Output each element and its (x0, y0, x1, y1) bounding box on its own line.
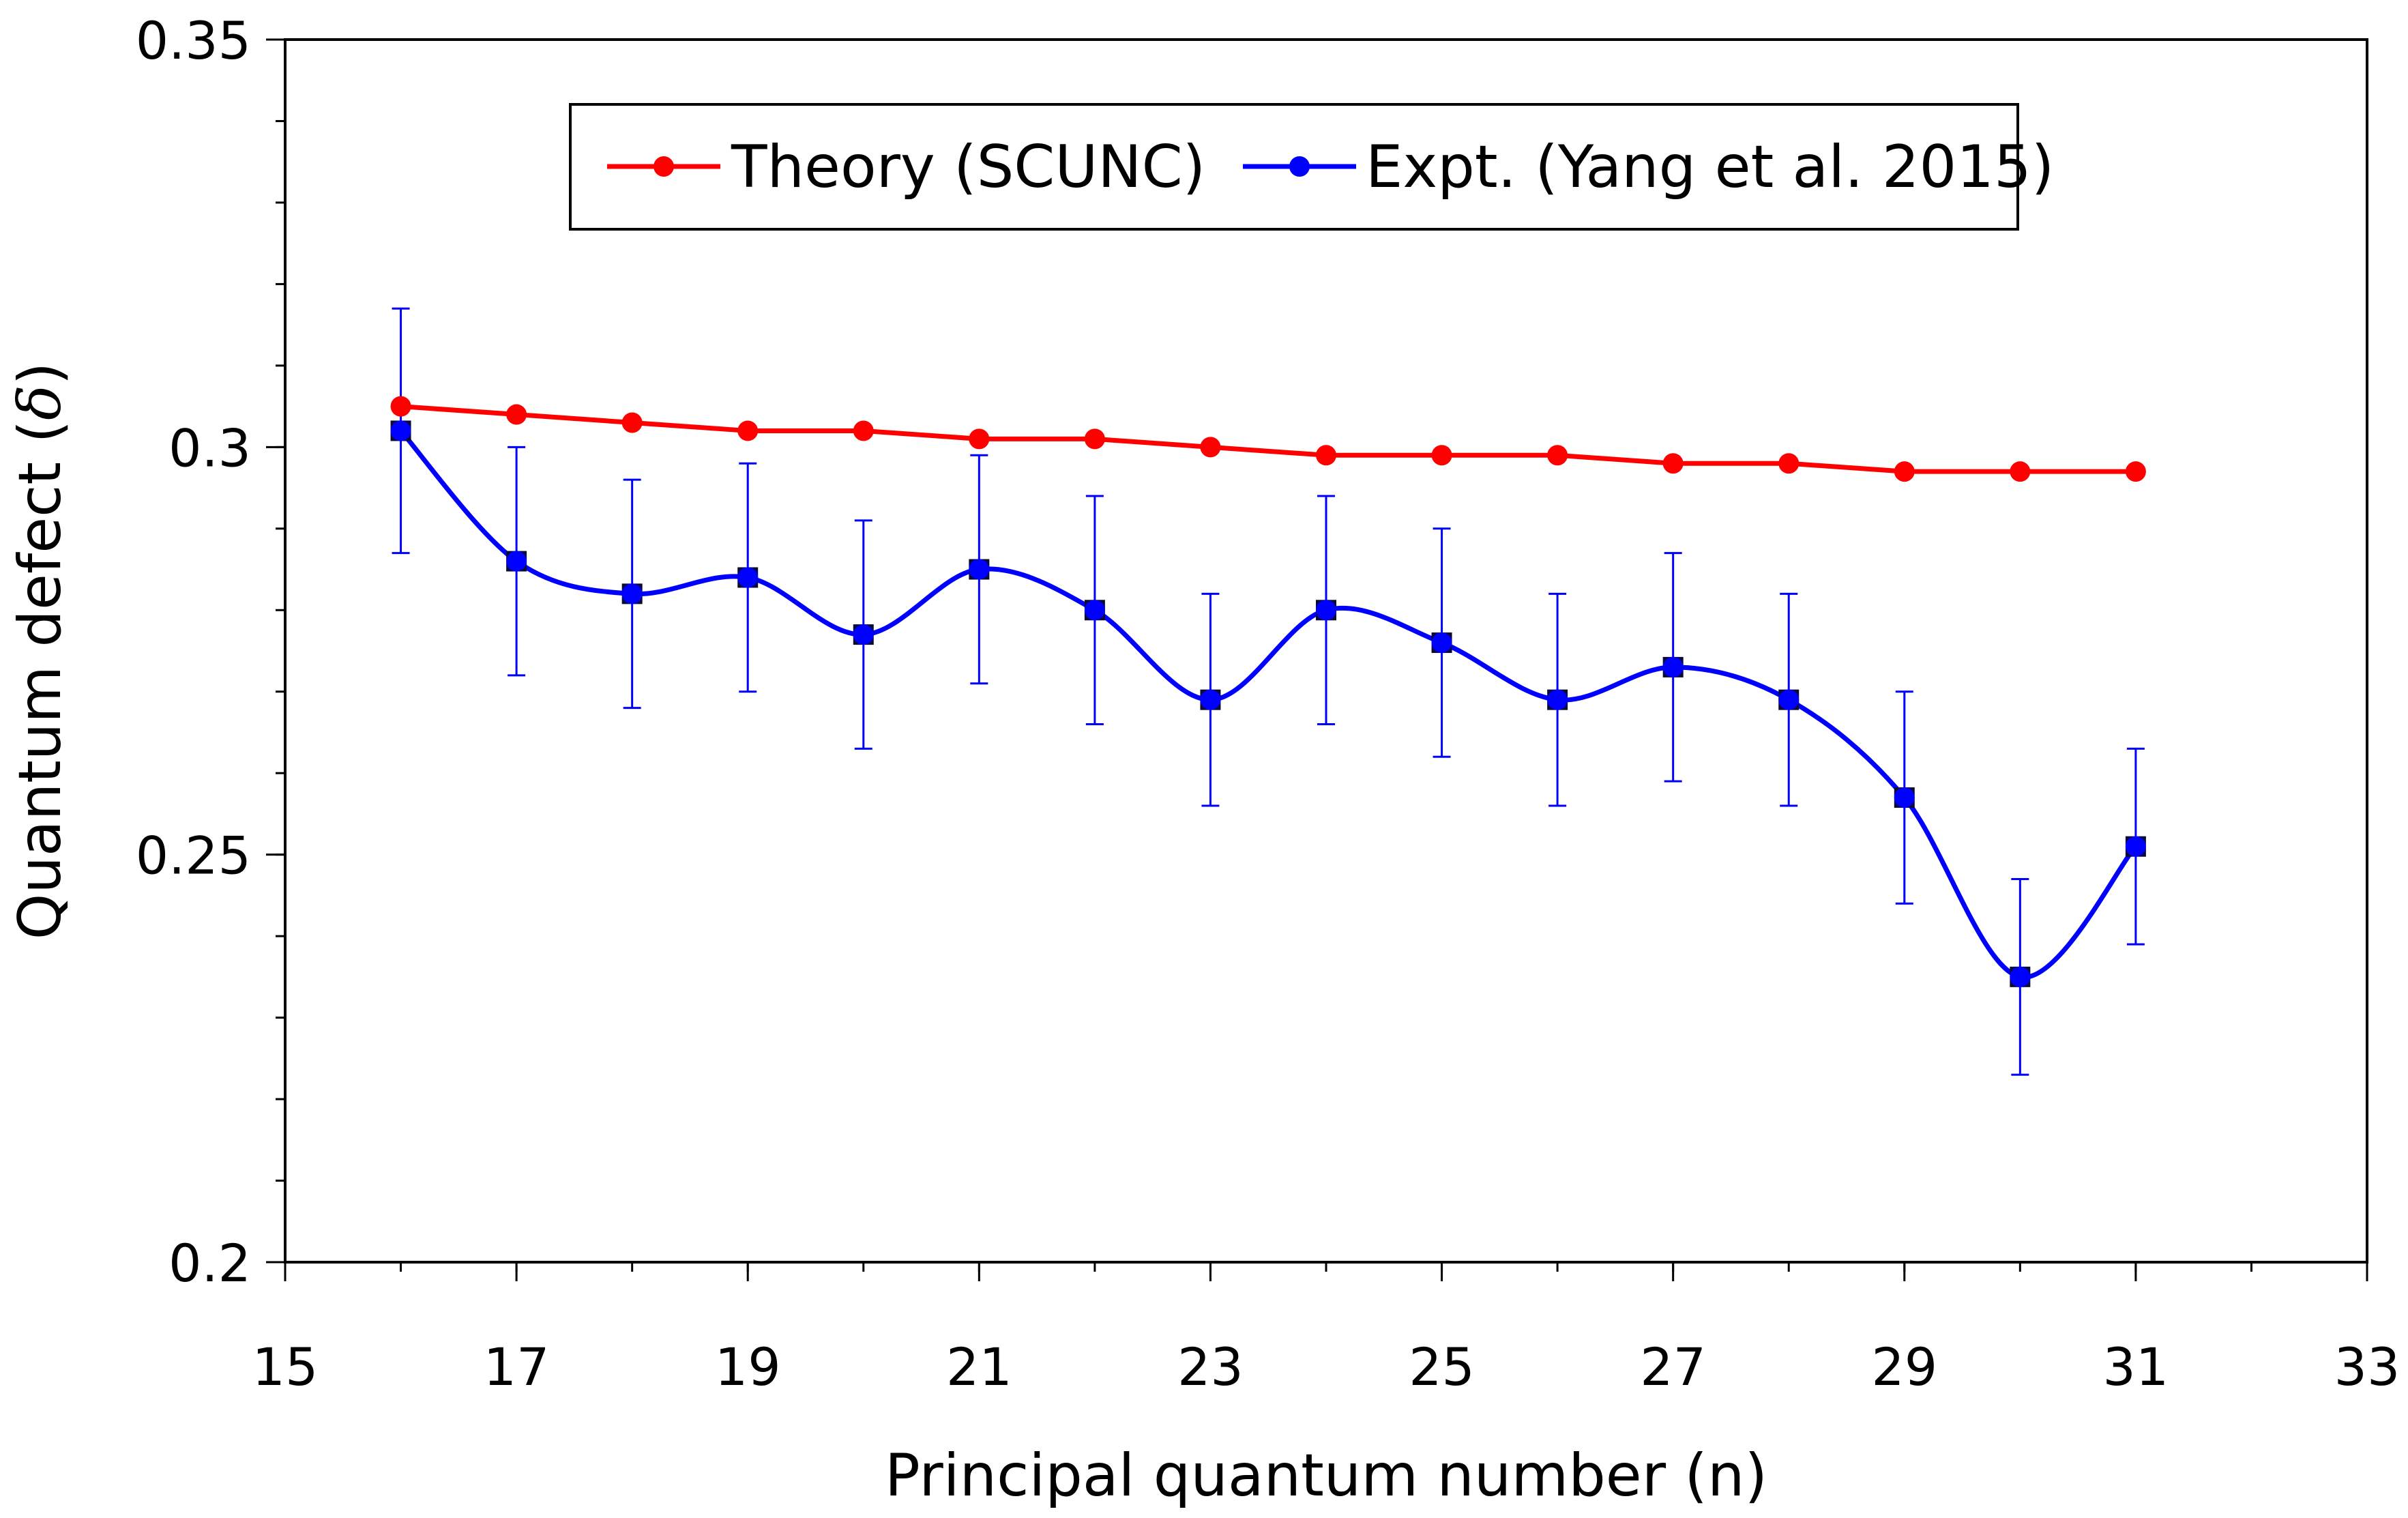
data-point (621, 583, 643, 604)
data-point (853, 420, 874, 441)
x-tick-label: 21 (946, 1337, 1012, 1397)
data-point (1662, 453, 1684, 474)
data-point (1547, 445, 1568, 466)
data-point (969, 559, 990, 580)
data-point (506, 404, 527, 425)
data-point (1894, 461, 1915, 482)
x-axis-title: Principal quantum number (n) (885, 1442, 1767, 1510)
data-point (737, 420, 759, 441)
data-point (1316, 600, 1336, 621)
x-tick-label: 27 (1640, 1337, 1706, 1397)
legend-box (569, 103, 2019, 231)
data-point (1662, 656, 1684, 677)
x-tick-label: 29 (1871, 1337, 1937, 1397)
data-point (1200, 437, 1221, 458)
data-point (2010, 966, 2031, 987)
series-1 (390, 307, 2146, 1076)
data-point (1084, 428, 1105, 450)
data-point (390, 396, 411, 417)
y-tick-label: 0.25 (136, 826, 251, 886)
y-axis-title: Quantum defect (δ) (6, 362, 74, 940)
x-tick-label: 17 (484, 1337, 550, 1397)
x-tick-label: 25 (1409, 1337, 1475, 1397)
y-tick-label: 0.3 (168, 418, 251, 478)
data-point (1431, 445, 1452, 466)
data-point (1200, 689, 1221, 710)
x-tick-label: 31 (2103, 1337, 2169, 1397)
legend: Theory (SCUNC) Expt. (Yang et al. 2015) (569, 103, 2054, 231)
x-tick-label: 23 (1177, 1337, 1244, 1397)
y-tick-label: 0.2 (168, 1233, 251, 1294)
legend-marker-theory (654, 156, 674, 177)
legend-marker-expt (1289, 156, 1310, 177)
data-point (1316, 445, 1336, 466)
legend-label-expt: Expt. (Yang et al. 2015) (1366, 133, 2054, 201)
data-point (1778, 453, 1800, 474)
data-point (2125, 836, 2146, 857)
data-point (853, 624, 874, 645)
x-tick-label: 15 (252, 1337, 319, 1397)
data-point (621, 412, 643, 433)
series-layer (390, 307, 2146, 1076)
x-tick-label: 33 (2334, 1337, 2400, 1397)
data-point (737, 567, 759, 588)
x-tick-label: 19 (715, 1337, 781, 1397)
series-0 (390, 396, 2146, 482)
data-point (1778, 689, 1800, 710)
series-line-1 (398, 429, 2138, 980)
data-point (2010, 461, 2031, 482)
axes: 15 17 19 21 23 25 27 29 31 33 0.2 0.25 0.3 0.35 (136, 10, 2400, 1397)
data-point (969, 428, 990, 450)
data-point (1431, 632, 1452, 654)
data-point (506, 551, 527, 572)
legend-label-theory: Theory (SCUNC) (731, 133, 1205, 201)
series-line-0 (400, 404, 2136, 474)
data-point (1547, 689, 1568, 710)
y-tick-label: 0.35 (136, 10, 251, 71)
data-point (1894, 787, 1915, 808)
data-point (390, 420, 411, 441)
data-point (1084, 600, 1105, 621)
data-point (2125, 461, 2146, 482)
